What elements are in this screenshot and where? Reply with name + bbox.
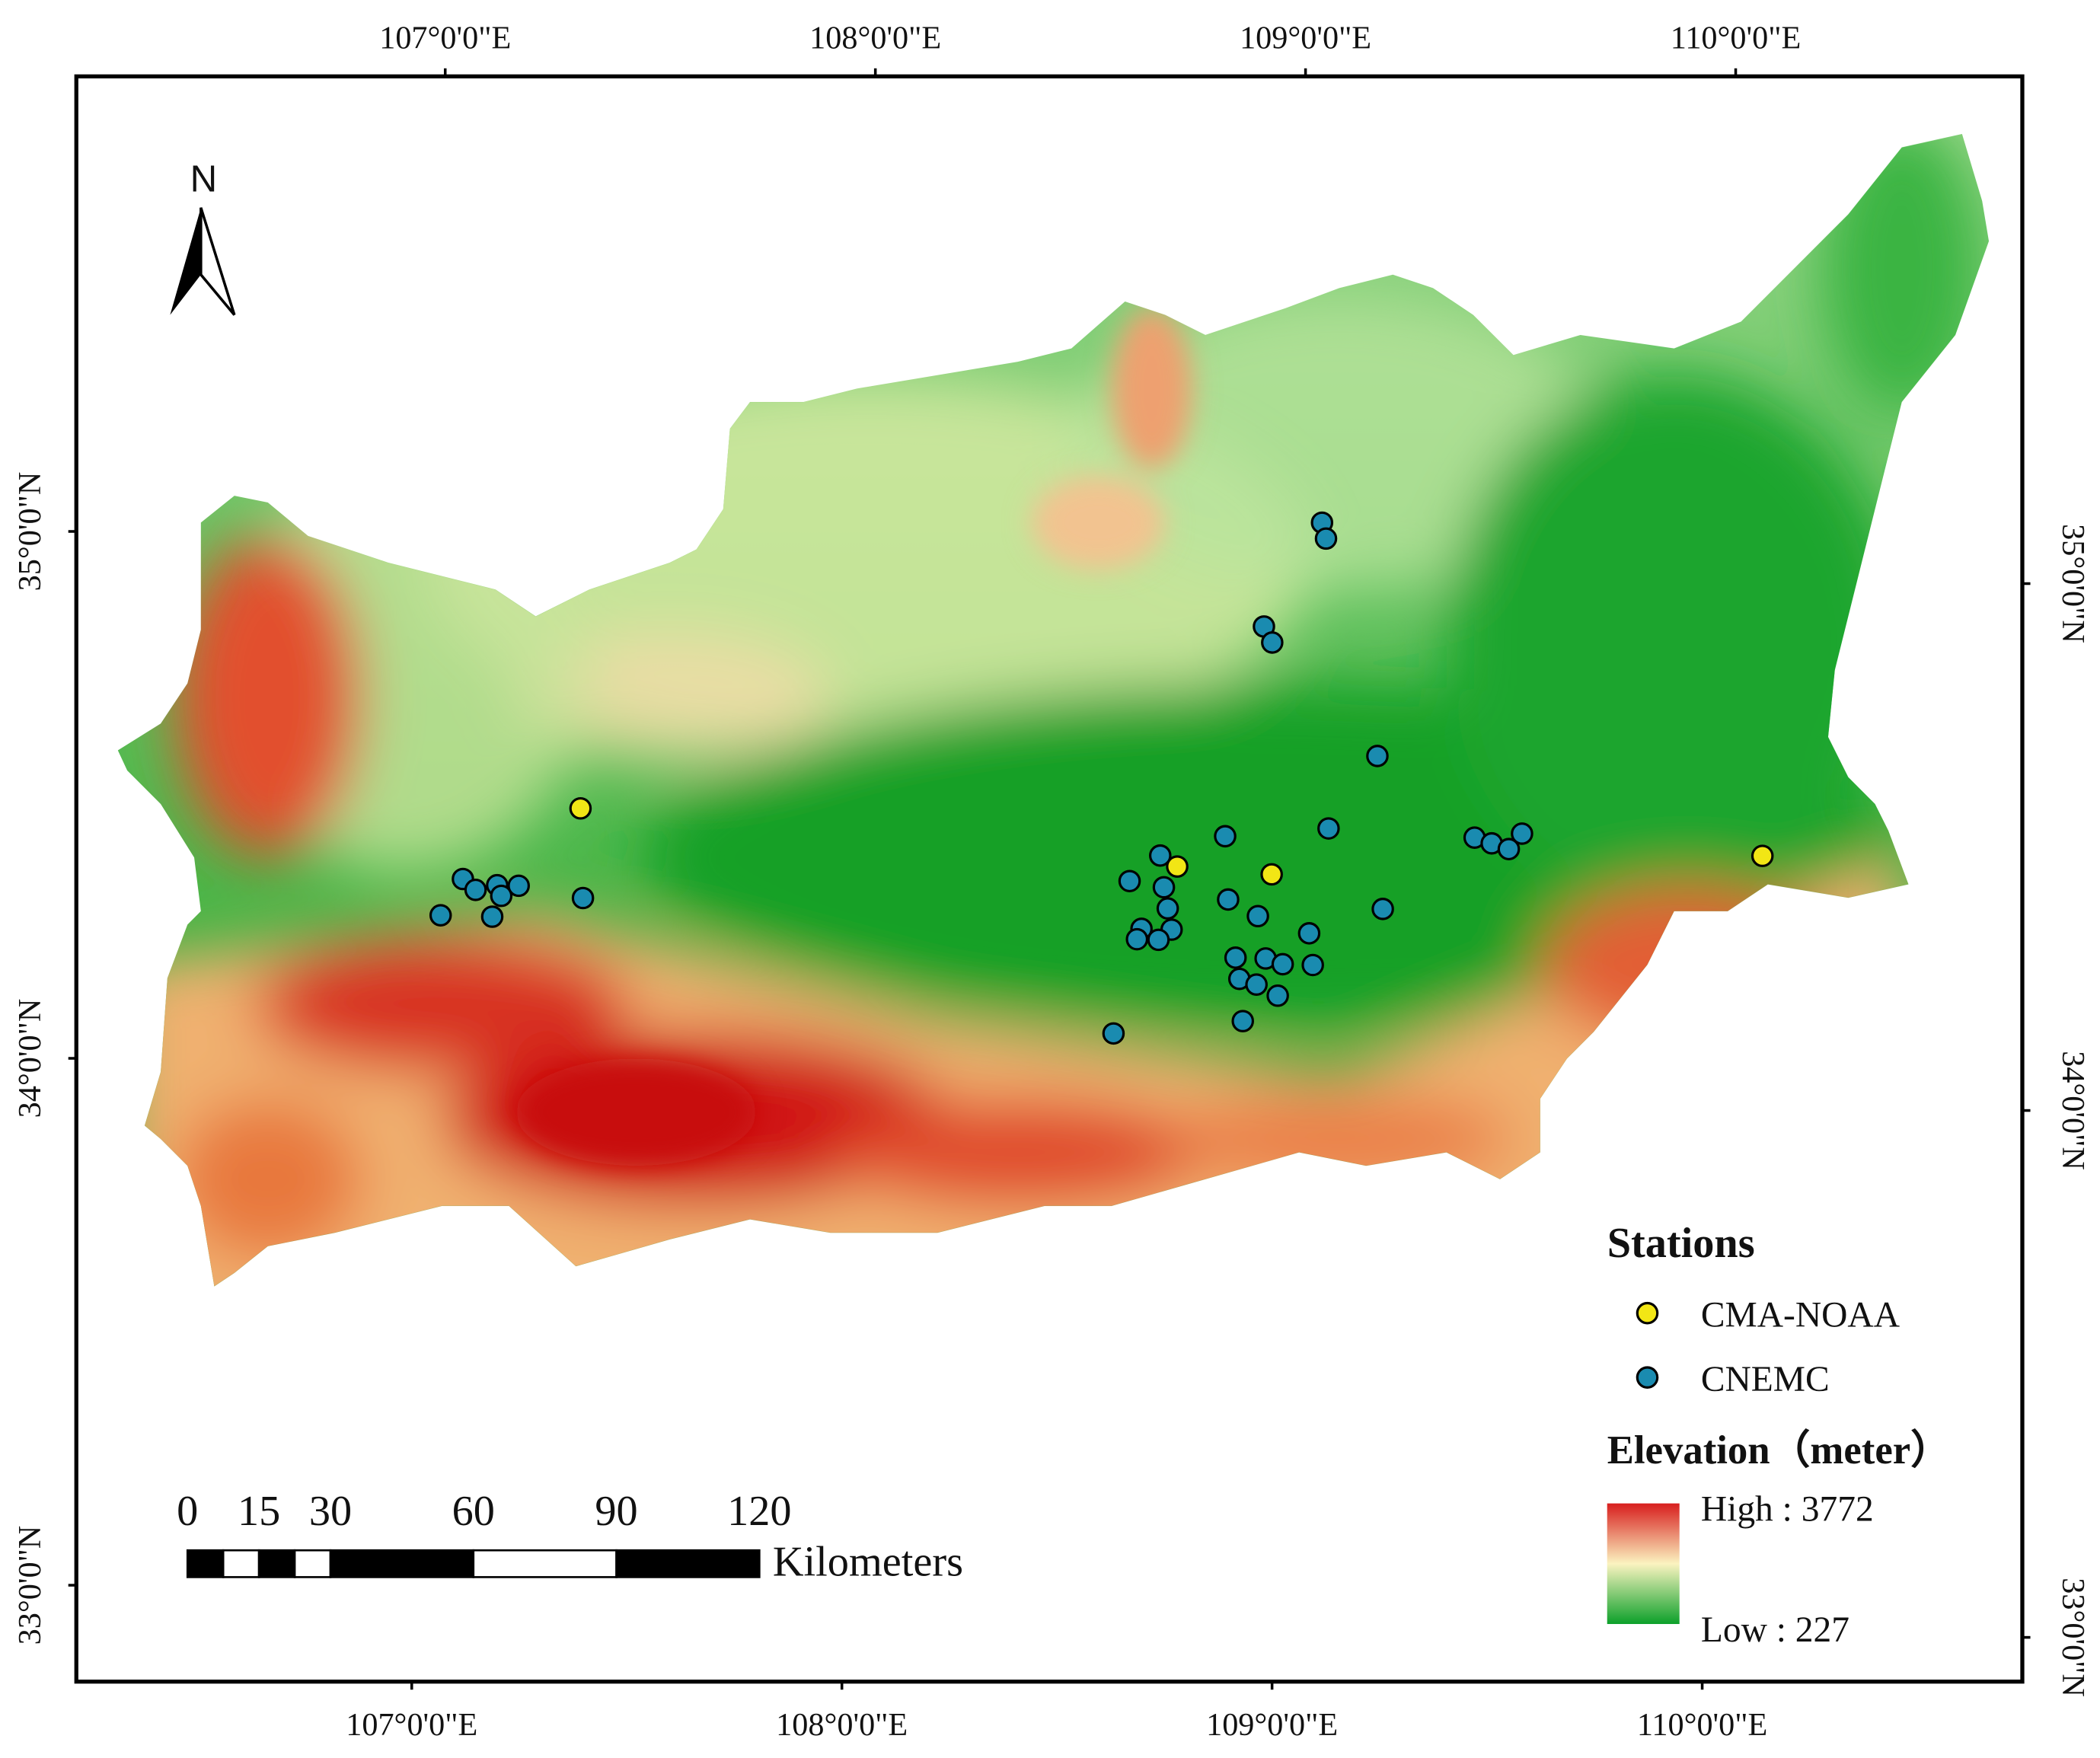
station	[1261, 631, 1284, 654]
lat-label: 34°0'0"N	[2055, 1051, 2091, 1170]
elevation-low: Low : 227	[1701, 1610, 1849, 1650]
station	[571, 886, 595, 910]
station	[1246, 905, 1269, 928]
elevation-surface	[117, 133, 1990, 1287]
station	[1751, 844, 1774, 867]
legend-marker	[1636, 1301, 1659, 1325]
station	[1224, 946, 1247, 969]
legend: Stations Elevation（meter） High : 3772 Lo…	[1607, 1220, 1951, 1650]
station	[1260, 863, 1283, 886]
station	[1266, 984, 1289, 1007]
scale-label: 90	[595, 1488, 637, 1535]
station	[507, 874, 530, 898]
station	[1511, 822, 1534, 845]
station	[490, 884, 513, 908]
lon-label: 110°0'0"E	[1671, 20, 1801, 56]
scale-label: 30	[309, 1488, 352, 1535]
station	[1245, 973, 1268, 996]
lon-label: 107°0'0"E	[379, 20, 511, 56]
elevation-high: High : 3772	[1701, 1489, 1874, 1529]
lon-label: 107°0'0"E	[346, 1707, 477, 1743]
station	[1214, 825, 1237, 848]
station	[429, 904, 452, 927]
north-label: N	[190, 158, 218, 200]
scale-segment	[472, 1549, 618, 1578]
scale-label: 0	[177, 1488, 198, 1535]
lat-label: 33°0'0"N	[12, 1526, 48, 1645]
station	[480, 905, 504, 928]
legend-label: CMA-NOAA	[1701, 1295, 1900, 1335]
scale-segment	[257, 1549, 296, 1578]
station	[1271, 952, 1294, 976]
lat-label: 35°0'0"N	[2055, 524, 2091, 643]
scale-label: 60	[452, 1488, 495, 1535]
map-frame	[74, 74, 2025, 1684]
lon-label: 108°0'0"E	[809, 20, 941, 56]
scale-segment	[186, 1549, 225, 1578]
lat-label: 35°0'0"N	[12, 472, 48, 592]
station	[1371, 898, 1394, 920]
lat-label: 34°0'0"N	[12, 999, 48, 1118]
lon-label: 110°0'0"E	[1637, 1707, 1767, 1743]
station	[1317, 817, 1340, 840]
station	[1366, 745, 1389, 767]
scale-label: 120	[727, 1488, 791, 1535]
station	[1148, 844, 1172, 867]
station	[464, 879, 487, 901]
station	[1118, 869, 1141, 893]
scale-segment	[293, 1549, 332, 1578]
lon-label: 109°0'0"E	[1206, 1707, 1338, 1743]
lon-label: 109°0'0"E	[1240, 20, 1371, 56]
lon-label: 108°0'0"E	[776, 1707, 908, 1743]
elevation-title: Elevation（meter）	[1607, 1428, 1951, 1472]
elevation-ramp	[1607, 1503, 1680, 1625]
station	[1497, 838, 1521, 860]
legend-title: Stations	[1607, 1220, 1755, 1267]
station	[1301, 953, 1324, 977]
legend-label: CNEMC	[1701, 1360, 1830, 1399]
scale-label: 15	[238, 1488, 280, 1535]
station	[1314, 527, 1338, 550]
station	[1166, 855, 1189, 878]
station	[1152, 876, 1176, 899]
lat-label: 33°0'0"N	[2055, 1578, 2091, 1697]
scale-segment	[615, 1549, 761, 1578]
north-arrow: N	[170, 158, 236, 316]
station	[1231, 1010, 1255, 1032]
legend-marker	[1636, 1366, 1659, 1389]
station	[569, 796, 592, 820]
station	[1147, 928, 1170, 952]
scale-segment	[222, 1549, 260, 1578]
scale-segment	[329, 1549, 475, 1578]
station	[1217, 888, 1240, 911]
scale-unit: Kilometers	[773, 1539, 963, 1586]
station	[1297, 922, 1321, 945]
station	[1125, 927, 1149, 951]
station	[1102, 1022, 1125, 1045]
station	[1156, 897, 1179, 920]
